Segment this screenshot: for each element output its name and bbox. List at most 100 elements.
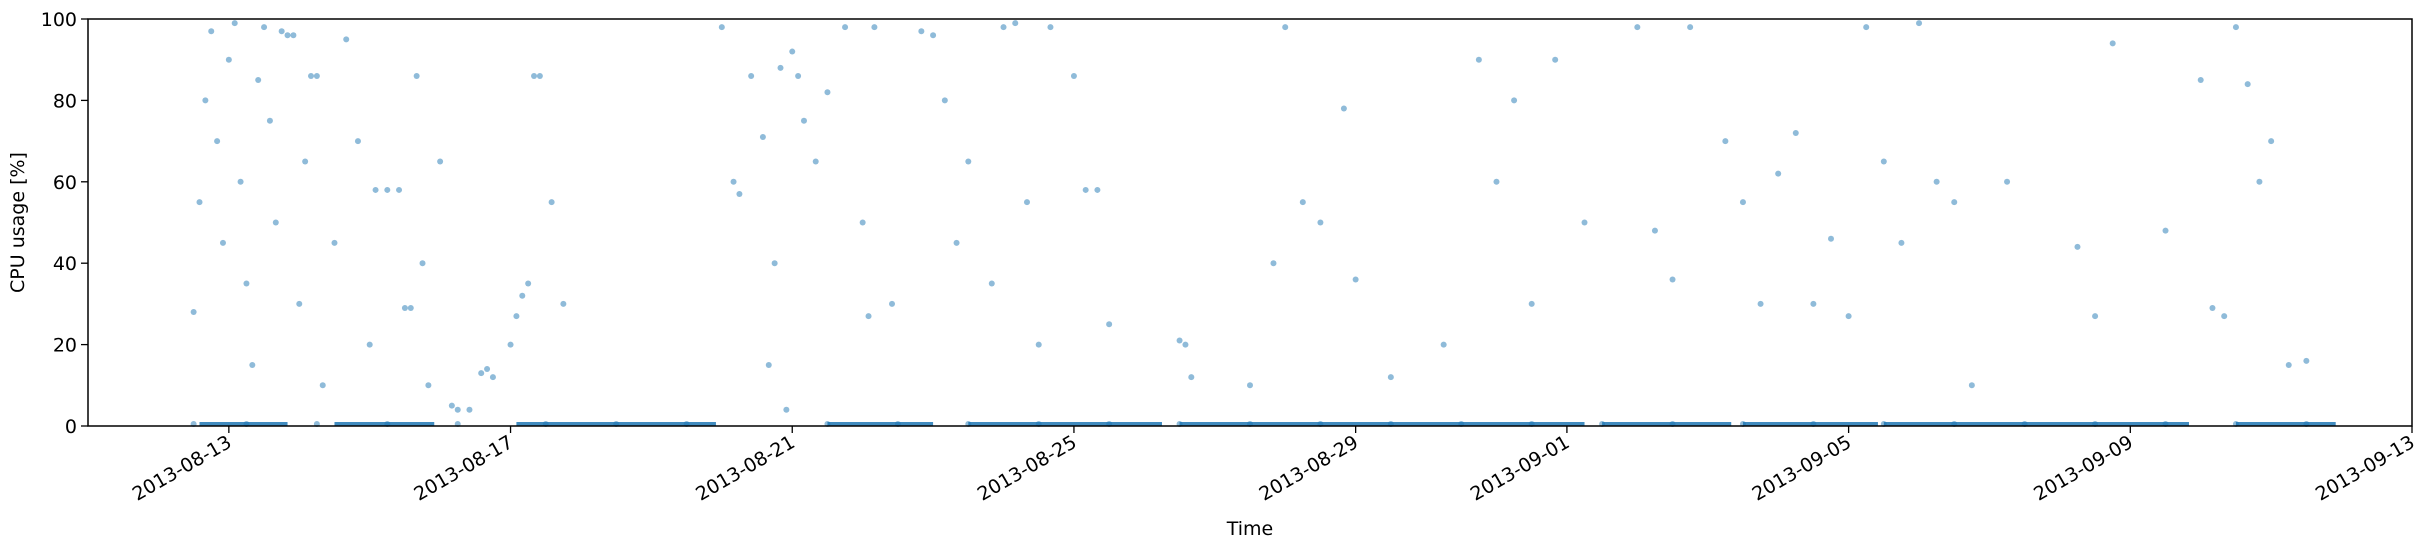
x-tick-label: 2013-09-13 [2312, 431, 2419, 505]
data-point [343, 36, 350, 43]
data-point [448, 402, 455, 409]
data-point [1188, 374, 1195, 381]
data-point [789, 48, 796, 55]
data-point [419, 260, 426, 267]
data-point [1880, 158, 1887, 165]
data-point [284, 32, 291, 39]
data-point [331, 239, 338, 246]
data-point [478, 370, 485, 377]
data-point [1511, 97, 1518, 104]
x-tick-label: 2013-09-01 [1467, 431, 1574, 505]
data-point [1581, 219, 1588, 226]
data-point [249, 361, 256, 368]
x-tick-label: 2013-09-05 [1748, 431, 1855, 505]
data-point [1094, 186, 1101, 193]
data-point [231, 20, 238, 27]
x-axis-ticks: 2013-08-13 2013-08-17 2013-08-21 2013-08-25… [129, 426, 2419, 506]
data-point [1810, 300, 1817, 307]
data-point [354, 138, 361, 145]
data-point [889, 300, 896, 307]
data-point [407, 304, 414, 311]
y-axis-label: CPU usage [%] [7, 152, 29, 293]
data-point [1000, 24, 1007, 31]
data-point [396, 186, 403, 193]
x-tick-label: 2013-08-29 [1256, 431, 1363, 505]
data-point [1440, 341, 1447, 348]
data-point [2221, 313, 2228, 320]
data-point [531, 72, 538, 79]
data-point [548, 199, 555, 206]
data-point [965, 158, 972, 165]
data-point [2092, 313, 2099, 320]
data-point [1669, 276, 1676, 283]
x-tick-label: 2013-08-21 [692, 431, 799, 505]
data-point [278, 28, 285, 35]
data-point [1863, 24, 1870, 31]
data-point [1270, 260, 1277, 267]
data-point [1775, 170, 1782, 177]
data-point [1023, 199, 1030, 206]
data-point [759, 134, 766, 141]
data-point [1247, 382, 1253, 389]
data-point [777, 64, 784, 71]
data-point [1898, 239, 1905, 246]
data-point [1182, 341, 1189, 348]
data-point [1176, 337, 1183, 344]
x-tick-label: 2013-08-25 [974, 431, 1081, 505]
data-point [953, 239, 960, 246]
data-point [484, 366, 491, 373]
data-point [219, 239, 226, 246]
data-point [225, 56, 232, 63]
data-point [296, 300, 303, 307]
data-point [1528, 300, 1535, 307]
data-point [1317, 219, 1324, 226]
data-point [513, 313, 520, 320]
data-point [1951, 199, 1958, 206]
data-point [401, 304, 408, 311]
data-point [783, 406, 790, 413]
data-point [2109, 40, 2116, 47]
data-point [190, 309, 197, 316]
data-point [290, 32, 297, 39]
data-point [2197, 77, 2204, 84]
data-point [413, 72, 420, 79]
data-point [384, 186, 391, 193]
data-point [214, 138, 221, 145]
data-point [1634, 24, 1641, 31]
data-point [1282, 24, 1289, 31]
data-point [2244, 81, 2251, 88]
data-point [918, 28, 925, 35]
y-tick-label: 20 [53, 335, 77, 357]
y-tick-label: 60 [53, 172, 77, 194]
data-point [1387, 374, 1394, 381]
data-point [988, 280, 995, 287]
data-point [730, 178, 737, 185]
data-point [812, 158, 819, 165]
y-tick-label: 40 [53, 253, 77, 275]
data-point [748, 72, 755, 79]
data-point [2303, 357, 2310, 364]
data-point [489, 374, 496, 381]
data-point [454, 406, 461, 413]
plot-area-frame [87, 18, 2413, 427]
data-point [1651, 227, 1658, 234]
data-point [237, 178, 244, 185]
data-point [202, 97, 209, 104]
x-axis-label: Time [1226, 518, 1274, 540]
data-point [736, 191, 743, 198]
data-point [2162, 227, 2169, 234]
data-point [261, 24, 268, 31]
data-point [1082, 186, 1089, 193]
data-point [1352, 276, 1359, 283]
data-point [425, 382, 432, 389]
y-tick-label: 0 [65, 416, 77, 438]
data-point [272, 219, 279, 226]
data-point [1035, 341, 1042, 348]
data-point [941, 97, 948, 104]
data-point [313, 72, 320, 79]
data-point [1475, 56, 1482, 63]
data-point [2004, 178, 2011, 185]
data-point [2209, 304, 2216, 311]
data-point [842, 24, 849, 31]
x-tick-label: 2013-08-17 [410, 431, 517, 505]
